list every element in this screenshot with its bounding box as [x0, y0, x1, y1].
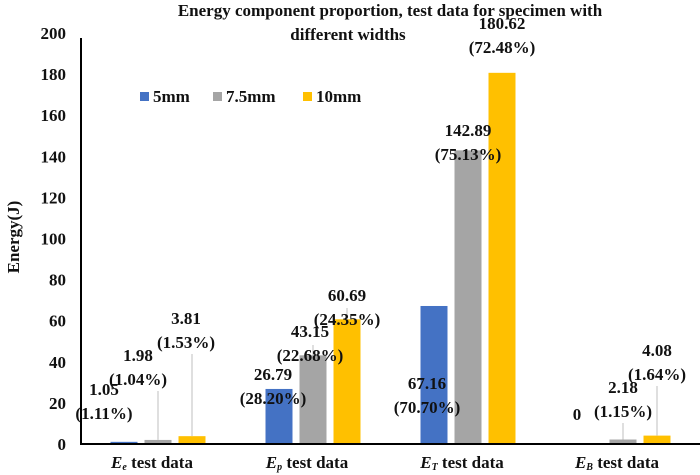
data-label: (24.35%): [314, 310, 381, 329]
bar-5mm-2: [420, 305, 448, 444]
data-label: (72.48%): [469, 38, 536, 57]
y-tick-label: 0: [58, 435, 67, 454]
data-label: (1.64%): [628, 365, 686, 384]
leader-lines: [157, 308, 658, 440]
bar-7.5mm-3: [609, 439, 637, 444]
data-label: 2.18: [608, 378, 638, 397]
bar-5mm-1: [265, 388, 293, 444]
x-axis-categories: Ee test data Ep test data ET test data EB t…: [110, 453, 660, 473]
x-category-label: ET test data: [419, 453, 504, 473]
legend-label-5mm: 5mm: [153, 87, 190, 106]
data-labels: 1.05 (1.11%) 26.79 (28.20%) 67.16 (70.70%) 0 1.…: [75, 14, 686, 424]
y-tick-label: 40: [49, 353, 66, 372]
category-symbol: E: [265, 453, 277, 472]
data-label: 142.89: [445, 121, 492, 140]
data-label: (1.11%): [75, 404, 132, 423]
category-subscript: B: [585, 462, 593, 473]
legend: 5mm 7.5mm 10mm: [140, 87, 361, 106]
legend-label-10mm: 10mm: [316, 87, 361, 106]
data-label: (1.15%): [594, 402, 652, 421]
bar-10mm-2: [488, 72, 516, 444]
category-subscript: p: [276, 462, 282, 473]
y-tick-label: 200: [41, 24, 67, 43]
x-category-label: Ee test data: [110, 453, 193, 473]
data-label: (28.20%): [240, 389, 307, 408]
bars: [110, 72, 671, 444]
x-category-label: EB test data: [574, 453, 660, 473]
y-tick-label: 80: [49, 271, 66, 290]
category-subscript: T: [432, 462, 439, 473]
bar-10mm-3: [643, 435, 671, 444]
chart-title-line-1: Energy component proportion, test data f…: [178, 1, 603, 20]
category-suffix: test data: [438, 453, 505, 472]
data-label: 0: [573, 405, 582, 424]
legend-swatch-7.5mm: [213, 92, 222, 101]
data-label: 43.15: [291, 322, 329, 341]
bar-10mm-1: [333, 319, 361, 444]
data-label: (70.70%): [394, 398, 461, 417]
category-suffix: test data: [593, 453, 660, 472]
data-label: 60.69: [328, 286, 366, 305]
category-suffix: test data: [282, 453, 349, 472]
y-tick-label: 140: [41, 147, 67, 166]
category-symbol: E: [419, 453, 431, 472]
category-suffix: test data: [127, 453, 194, 472]
y-tick-label: 120: [41, 188, 67, 207]
data-label: 67.16: [408, 374, 446, 393]
category-symbol: E: [574, 453, 586, 472]
bar-10mm-0: [178, 436, 206, 444]
y-axis-label: Energy(J): [4, 201, 23, 274]
bar-7.5mm-2: [454, 150, 482, 444]
legend-swatch-5mm: [140, 92, 149, 101]
legend-swatch-10mm: [303, 92, 312, 101]
bar-5mm-0: [110, 441, 138, 444]
data-label: (75.13%): [435, 145, 502, 164]
data-label: (1.53%): [157, 333, 215, 352]
chart-title: Energy component proportion, test data f…: [178, 1, 603, 44]
data-label: 3.81: [171, 309, 201, 328]
bar-7.5mm-0: [144, 439, 172, 444]
y-tick-label: 160: [41, 106, 67, 125]
data-label: (22.68%): [277, 346, 344, 365]
legend-label-7.5mm: 7.5mm: [226, 87, 276, 106]
y-axis-ticks: 0 20 40 60 80 100 120 140 160 180 200: [41, 24, 67, 454]
x-category-label: Ep test data: [265, 453, 349, 473]
data-label: 1.05: [89, 380, 119, 399]
y-tick-label: 180: [41, 65, 67, 84]
category-symbol: E: [110, 453, 122, 472]
y-tick-label: 60: [49, 312, 66, 331]
y-tick-label: 20: [49, 394, 66, 413]
y-tick-label: 100: [41, 230, 67, 249]
data-label: 1.98: [123, 346, 153, 365]
data-label: 180.62: [479, 14, 526, 33]
chart-title-line-2: different widths: [290, 25, 406, 44]
data-label: 26.79: [254, 365, 292, 384]
category-subscript: e: [122, 462, 127, 473]
data-label: (1.04%): [109, 370, 167, 389]
data-label: 4.08: [642, 341, 672, 360]
bar-7.5mm-1: [299, 355, 327, 444]
